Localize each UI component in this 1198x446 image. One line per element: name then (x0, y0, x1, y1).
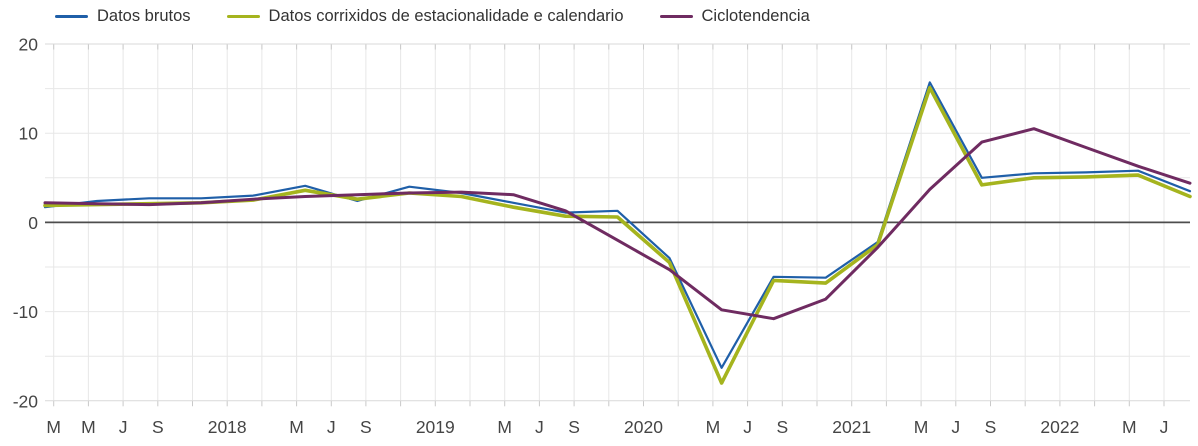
x-axis-label: 2022 (1040, 417, 1079, 437)
x-axis-label: 2020 (624, 417, 663, 437)
x-axis-label: 2021 (832, 417, 871, 437)
y-axis-label: -20 (13, 391, 39, 411)
x-axis-label: S (360, 417, 372, 437)
x-axis-label: M (289, 417, 304, 437)
legend-swatch-icon (55, 14, 88, 19)
x-axis-label: 2019 (416, 417, 455, 437)
legend-item-datos-corrixidos-de-estacionalidade-e-calendario[interactable]: Datos corrixidos de estacionalidade e ca… (226, 7, 624, 26)
y-axis-label: -10 (13, 302, 39, 322)
x-axis-label: M (914, 417, 929, 437)
legend-label: Datos corrixidos de estacionalidade e ca… (268, 7, 624, 25)
legend-item-datos-brutos[interactable]: Datos brutos (55, 7, 191, 26)
x-axis-label: J (119, 417, 128, 437)
legend-label: Ciclotendencia (701, 7, 810, 25)
x-axis-label: S (985, 417, 997, 437)
legend-swatch-icon (659, 14, 693, 19)
x-axis-label: J (743, 417, 752, 437)
y-axis-label: 20 (19, 35, 39, 55)
x-axis-label: S (152, 417, 164, 437)
x-axis-label: M (1122, 417, 1137, 437)
x-axis-label: 2018 (208, 417, 247, 437)
y-axis-label: 0 (28, 213, 38, 233)
chart-legend: Datos brutos Datos corrixidos de estacion… (55, 7, 810, 26)
x-axis-label: M (706, 417, 721, 437)
x-axis-label: J (951, 417, 960, 437)
legend-swatch-icon (226, 14, 260, 19)
series-line-ciclotendencia (43, 127, 1192, 321)
x-axis-label: S (776, 417, 788, 437)
series-line-datos-brutos (43, 81, 1192, 369)
x-axis-label: J (535, 417, 544, 437)
x-axis-label: S (568, 417, 580, 437)
y-axis-label: 10 (19, 124, 39, 144)
x-axis-label: M (81, 417, 96, 437)
x-axis-label: J (1160, 417, 1169, 437)
x-axis-label: J (327, 417, 336, 437)
x-axis-label: M (46, 417, 61, 437)
legend-item-ciclotendencia[interactable]: Ciclotendencia (659, 7, 810, 26)
legend-label: Datos brutos (97, 7, 191, 25)
x-axis-label: M (497, 417, 512, 437)
